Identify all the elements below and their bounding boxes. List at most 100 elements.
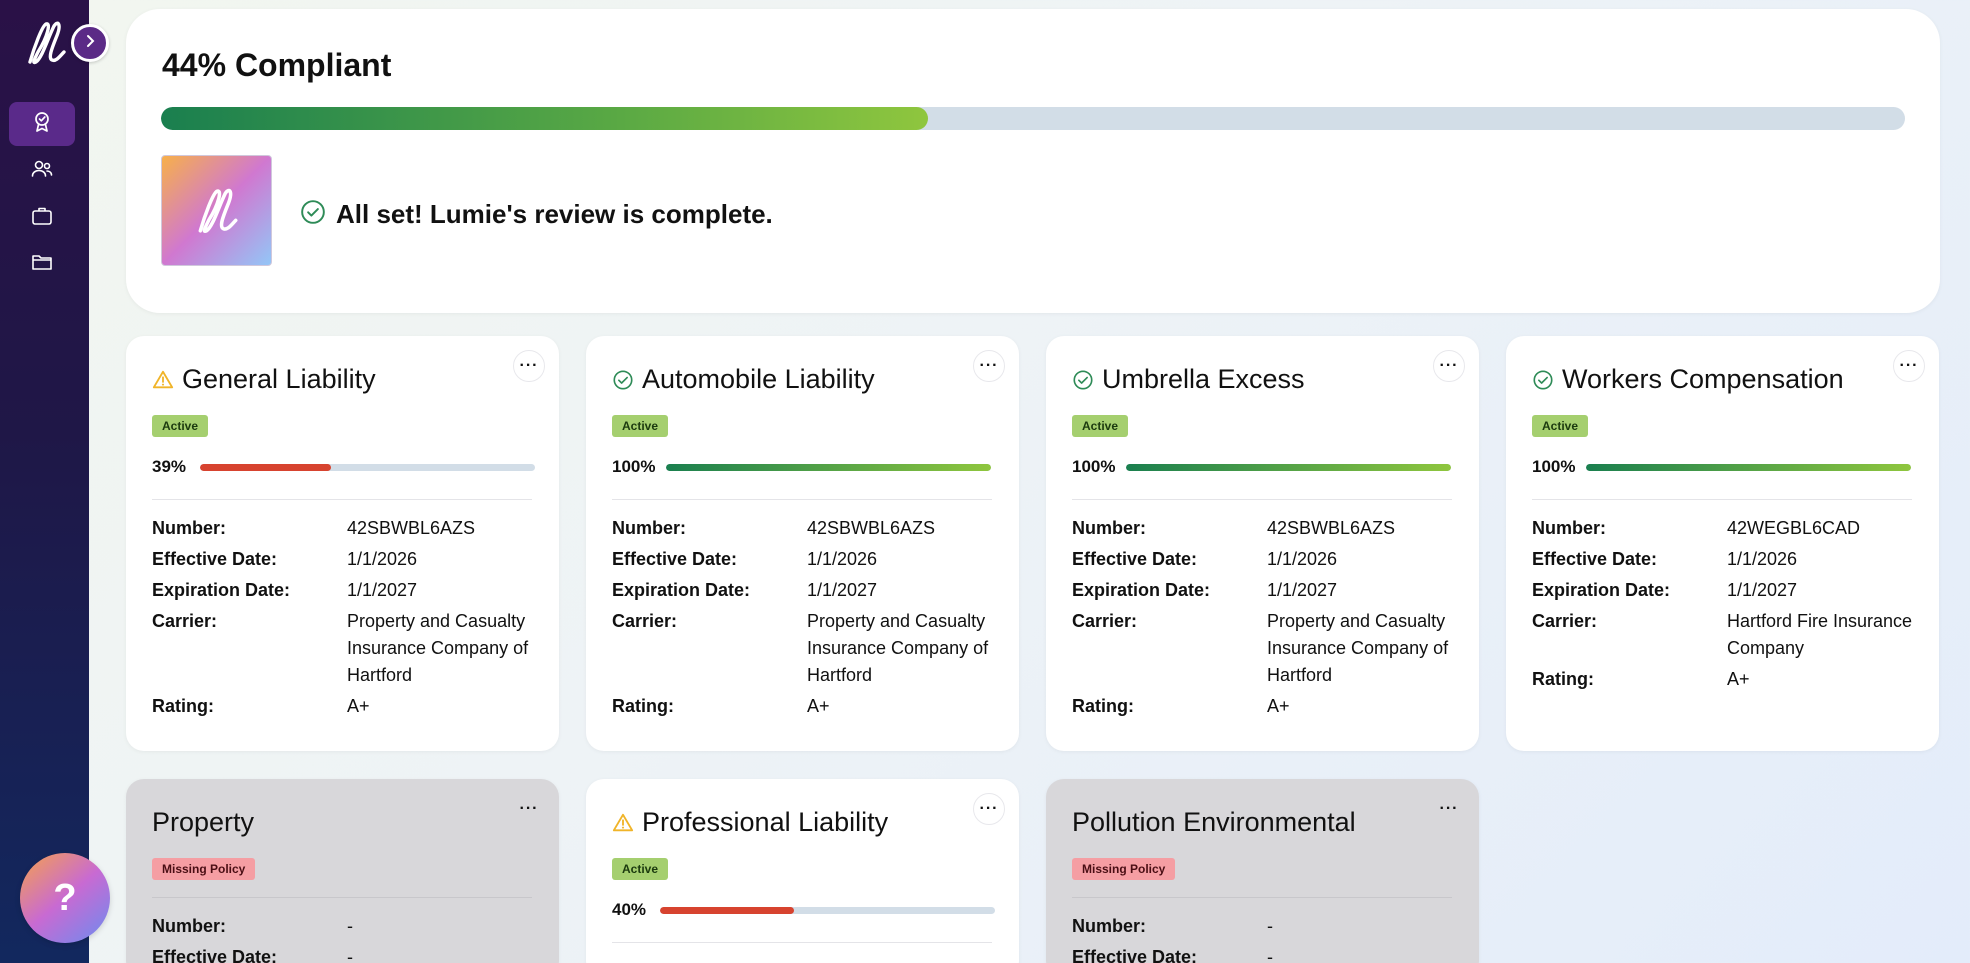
policy-number: - xyxy=(347,916,353,936)
more-options-button[interactable]: ··· xyxy=(973,350,1005,382)
effective-label: Effective Date: xyxy=(1072,549,1198,569)
ellipsis-icon: ··· xyxy=(1899,357,1919,374)
rating-value: A+ xyxy=(347,696,370,716)
policy-card-workers-compensation[interactable]: Workers Compensation ··· Active 100% Num… xyxy=(1506,336,1939,751)
expiration-label: Expiration Date: xyxy=(1072,580,1211,600)
rating-value: A+ xyxy=(807,696,830,716)
folder-icon xyxy=(30,250,54,279)
more-options-button[interactable]: ··· xyxy=(973,793,1005,825)
policy-percent: 100% xyxy=(1532,457,1576,476)
help-button[interactable]: ? xyxy=(20,853,110,943)
policy-card-automobile-liability[interactable]: Automobile Liability ··· Active 100% Num… xyxy=(586,336,1019,751)
policy-progress-bar xyxy=(660,906,995,914)
expiration-label: Expiration Date: xyxy=(612,580,751,600)
effective-label: Effective Date: xyxy=(1532,549,1658,569)
effective-date: 1/1/2026 xyxy=(1267,549,1338,569)
policy-title: General Liability xyxy=(182,364,376,394)
policy-number: 42SBWBL6AZS xyxy=(1267,518,1396,538)
policy-card-professional-liability[interactable]: Professional Liability ··· Active 40% xyxy=(586,779,1019,963)
policy-details: Number: 42WEGBL6CAD Effective Date: 1/1/20… xyxy=(1532,515,1922,697)
policy-progress-bar xyxy=(1586,463,1911,471)
policy-progress-fill xyxy=(1586,463,1911,471)
status-badge: Active xyxy=(612,415,669,437)
policy-card-pollution-environmental[interactable]: Pollution Environmental ··· Missing Poli… xyxy=(1046,779,1479,963)
more-options-button[interactable]: ··· xyxy=(1433,350,1465,382)
sidebar xyxy=(0,0,89,963)
effective-label: Effective Date: xyxy=(152,549,278,569)
check-circle-icon xyxy=(612,369,634,391)
number-label: Number: xyxy=(152,518,227,538)
policy-percent: 40% xyxy=(612,900,647,919)
expiration-date: 1/1/2027 xyxy=(347,580,418,600)
policy-progress-bar xyxy=(1126,463,1451,471)
policy-title: Workers Compensation xyxy=(1562,364,1844,394)
rating-label: Rating: xyxy=(152,696,214,716)
status-badge: Active xyxy=(1072,415,1129,437)
policy-progress: 100% xyxy=(1532,457,1911,477)
policy-card-property[interactable]: Property ··· Missing Policy Number: - Eff… xyxy=(126,779,559,963)
policy-progress-fill xyxy=(1126,463,1451,471)
effective-date: 1/1/2026 xyxy=(1727,549,1798,569)
sidebar-item-compliance[interactable] xyxy=(9,102,75,146)
policy-details: Number: 42SBWBL6AZS Effective Date: 1/1/20… xyxy=(1072,515,1462,724)
carrier-label: Carrier: xyxy=(1072,611,1138,631)
sidebar-item-briefcase[interactable] xyxy=(9,196,75,240)
ellipsis-icon: ··· xyxy=(979,800,999,817)
carrier-label: Carrier: xyxy=(152,611,218,631)
policy-progress: 40% xyxy=(612,900,995,920)
expiration-date: 1/1/2027 xyxy=(807,580,878,600)
policy-card-umbrella-excess[interactable]: Umbrella Excess ··· Active 100% Number: 4… xyxy=(1046,336,1479,751)
policy-title: Professional Liability xyxy=(642,807,889,837)
ellipsis-icon: ··· xyxy=(979,357,999,374)
expiration-date: 1/1/2027 xyxy=(1267,580,1338,600)
lumie-logo[interactable] xyxy=(24,18,68,68)
policy-title: Umbrella Excess xyxy=(1102,364,1305,394)
ellipsis-icon: ··· xyxy=(1439,800,1459,817)
divider xyxy=(612,942,992,943)
status-badge: Active xyxy=(152,415,209,437)
check-circle-icon xyxy=(1072,369,1094,391)
policy-percent: 100% xyxy=(1072,457,1116,476)
carrier-label: Carrier: xyxy=(1532,611,1598,631)
users-icon xyxy=(30,157,54,186)
expand-sidebar-button[interactable] xyxy=(71,24,109,62)
policy-progress-bar xyxy=(200,463,535,471)
rating-label: Rating: xyxy=(1072,696,1134,716)
ellipsis-icon: ··· xyxy=(519,800,539,817)
policy-progress: 100% xyxy=(1072,457,1451,477)
policy-number: 42WEGBL6CAD xyxy=(1727,518,1861,538)
policy-details: Number: - Effective Date: - xyxy=(152,913,542,963)
effective-date: - xyxy=(347,947,353,963)
policy-progress-bar xyxy=(666,463,991,471)
sidebar-item-users[interactable] xyxy=(9,149,75,193)
check-circle-icon xyxy=(300,199,326,230)
divider xyxy=(152,897,532,898)
compliance-progress-fill xyxy=(161,107,929,130)
policy-progress-fill xyxy=(666,463,991,471)
ellipsis-icon: ··· xyxy=(1439,357,1459,374)
review-status: All set! Lumie's review is complete. xyxy=(300,199,773,230)
carrier-name: Property and Casualty Insurance Company … xyxy=(807,611,989,685)
policy-number: 42SBWBL6AZS xyxy=(807,518,936,538)
briefcase-icon xyxy=(30,204,54,233)
more-options-button[interactable]: ··· xyxy=(1893,350,1925,382)
ellipsis-icon: ··· xyxy=(519,357,539,374)
check-circle-icon xyxy=(1532,369,1554,391)
lumie-avatar xyxy=(161,155,272,266)
effective-label: Effective Date: xyxy=(1072,947,1198,963)
carrier-name: Hartford Fire Insurance Company xyxy=(1727,611,1913,658)
policy-title: Pollution Environmental xyxy=(1072,807,1356,837)
more-options-button[interactable]: ··· xyxy=(513,350,545,382)
number-label: Number: xyxy=(1072,518,1147,538)
divider xyxy=(1072,897,1452,898)
effective-date: - xyxy=(1267,947,1273,963)
policy-progress-fill xyxy=(660,906,794,914)
divider xyxy=(612,499,992,500)
sidebar-item-documents[interactable] xyxy=(9,242,75,286)
more-options-button[interactable]: ··· xyxy=(513,793,545,825)
effective-label: Effective Date: xyxy=(612,549,738,569)
divider xyxy=(152,499,532,500)
policy-card-general-liability[interactable]: General Liability ··· Active 39% Number:… xyxy=(126,336,559,751)
badge-check-icon xyxy=(30,110,54,139)
more-options-button[interactable]: ··· xyxy=(1433,793,1465,825)
